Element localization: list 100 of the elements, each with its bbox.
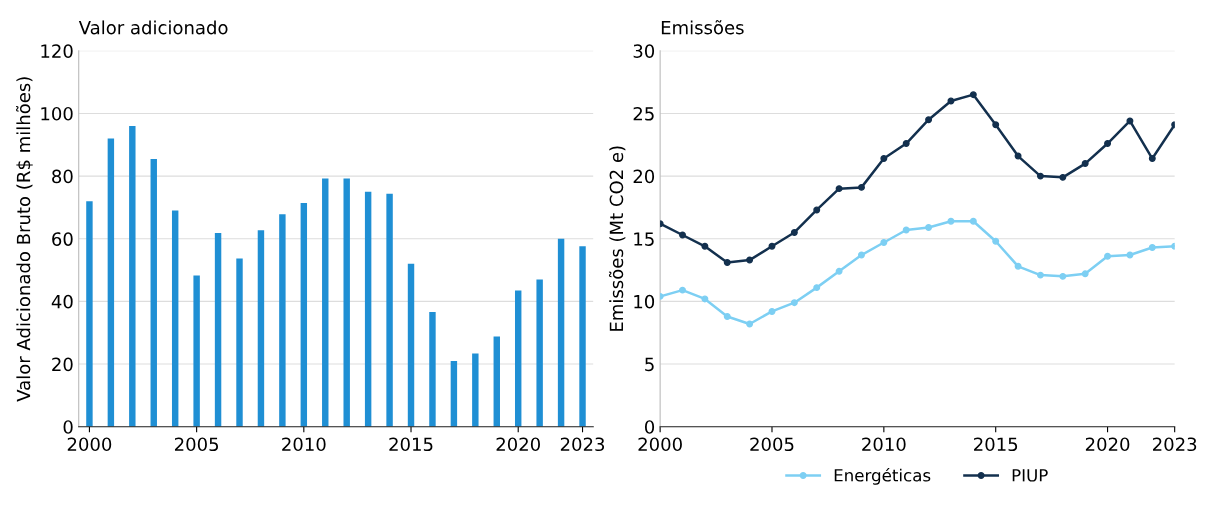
x-tick-label: 2023: [1153, 437, 1197, 452]
point: [925, 224, 933, 231]
bar: [214, 233, 222, 427]
point: [902, 140, 910, 147]
point: [723, 259, 731, 267]
y-tick-label: 100: [41, 106, 73, 121]
point: [1104, 252, 1112, 260]
point: [947, 217, 955, 225]
bar: [257, 230, 265, 427]
point: [723, 312, 731, 320]
y-tick-label: 0: [644, 420, 655, 434]
bar: [536, 279, 543, 427]
point: [1036, 172, 1044, 180]
x-tick-label: 2020: [496, 437, 540, 452]
point: [947, 97, 955, 105]
bar: [193, 275, 200, 427]
bar: [557, 238, 565, 427]
y-tick-label: 10: [634, 294, 655, 309]
point: [1081, 270, 1089, 278]
point: [1126, 117, 1134, 125]
y-tick-label: 60: [52, 232, 73, 246]
x-tick-label: 2015: [974, 437, 1018, 452]
bar: [493, 336, 500, 427]
point: [746, 256, 754, 264]
y-tick-label: 15: [634, 232, 654, 246]
x-tick-label: 2015: [389, 437, 433, 452]
bar: [322, 178, 329, 427]
point: [835, 267, 843, 275]
y-tick-label: 30: [633, 44, 655, 58]
y-tick-label: 120: [41, 44, 73, 58]
bar: [150, 158, 157, 427]
point: [1036, 271, 1044, 279]
y-axis-title: Emissões (Mt CO2 e): [608, 146, 626, 331]
bar: [86, 201, 93, 427]
point: [813, 284, 821, 292]
point: [813, 206, 821, 214]
legend-label: PIUP: [1012, 469, 1048, 482]
x-tick-label: 2000: [67, 437, 112, 452]
x-tick-label: 2010: [282, 437, 326, 452]
x-tick-label: 2005: [750, 437, 794, 452]
y-tick-label: 0: [63, 420, 73, 434]
y-tick-label: 40: [51, 294, 73, 309]
point: [790, 299, 798, 307]
bar: [450, 360, 458, 427]
point: [679, 231, 686, 239]
point: [858, 183, 865, 191]
point: [1148, 155, 1156, 163]
x-tick-label: 2010: [862, 437, 906, 452]
point: [969, 91, 977, 99]
bar: [515, 290, 522, 427]
y-tick-label: 5: [645, 357, 654, 372]
bar: [364, 191, 372, 427]
point: [969, 217, 977, 225]
bar: [407, 263, 415, 427]
point: [880, 239, 888, 246]
point: [1126, 251, 1134, 259]
bar: [236, 258, 243, 427]
y-tick-label: 20: [52, 357, 73, 372]
x-tick-label: 2020: [1085, 437, 1130, 452]
point: [835, 185, 843, 193]
point: [1104, 140, 1112, 147]
y-axis-title: Valor Adicionado Bruto (R$ milhões): [16, 77, 33, 402]
point: [992, 121, 1000, 129]
point: [790, 229, 798, 236]
bar: [129, 125, 136, 427]
bar: [579, 246, 586, 427]
point: [701, 295, 709, 303]
bar: [472, 353, 479, 427]
y-tick-label: 80: [52, 169, 73, 184]
y-tick-label: 25: [633, 106, 654, 121]
point: [746, 320, 754, 328]
legend-label: Energéticas: [834, 468, 931, 485]
point: [858, 251, 865, 259]
point: [880, 155, 888, 163]
point: [1014, 262, 1022, 270]
bar: [386, 193, 393, 427]
x-tick-label: 2000: [638, 437, 682, 452]
bar: [107, 138, 115, 427]
point: [768, 307, 776, 315]
point: [1059, 272, 1067, 280]
point: [925, 116, 933, 124]
point: [1014, 152, 1022, 160]
bar: [171, 210, 179, 427]
chart-title: Valor adicionado: [78, 20, 228, 35]
point: [1059, 173, 1067, 181]
x-tick-label: 2023: [560, 437, 605, 452]
bar: [300, 203, 308, 427]
chart-title: Emissões: [661, 20, 744, 35]
point: [679, 286, 686, 294]
bar: [279, 214, 286, 427]
point: [701, 242, 709, 250]
x-tick-label: 2005: [174, 437, 219, 452]
point: [902, 226, 910, 234]
point: [1081, 160, 1089, 168]
bar: [343, 178, 350, 427]
point: [1148, 244, 1156, 252]
point: [768, 242, 776, 250]
y-tick-label: 20: [633, 169, 655, 184]
bar: [429, 312, 436, 427]
point: [992, 237, 1000, 245]
